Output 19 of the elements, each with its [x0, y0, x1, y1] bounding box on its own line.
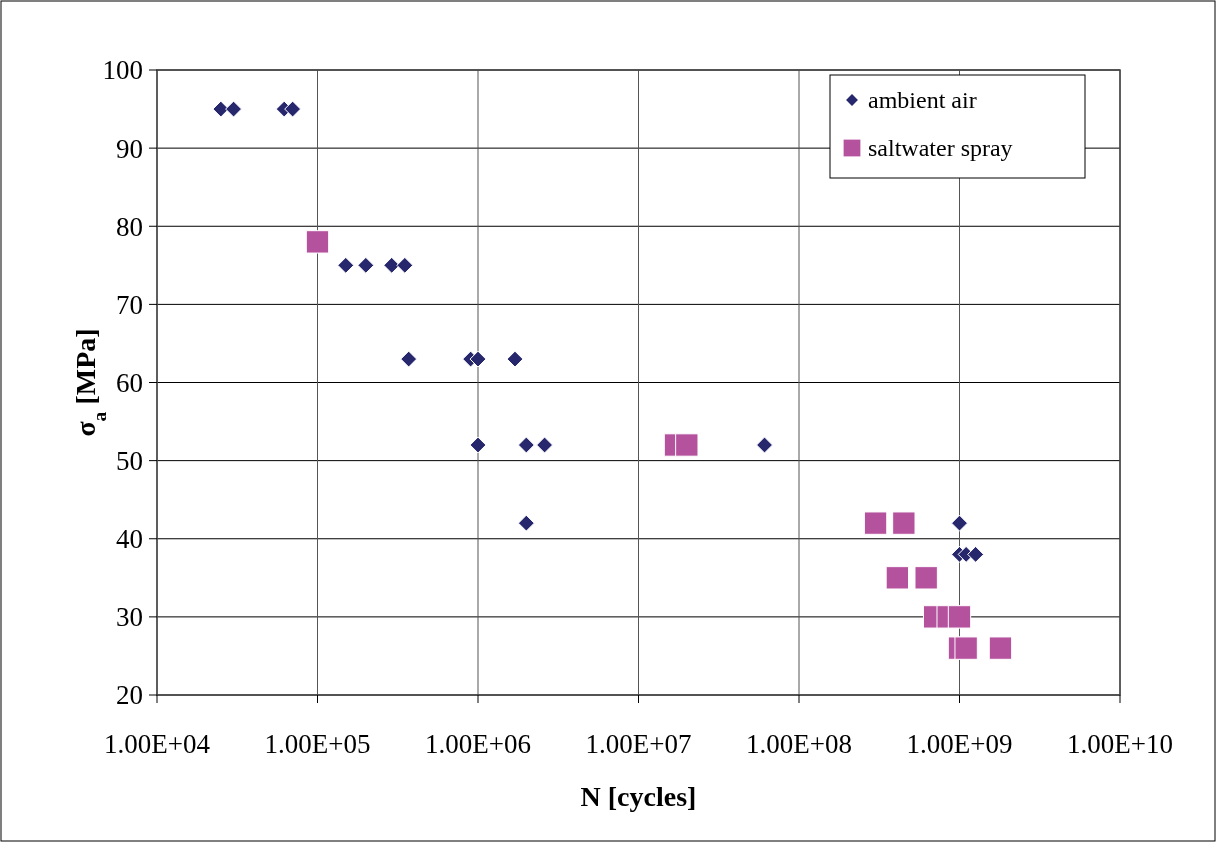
y-tick-label: 90 — [116, 133, 143, 164]
legend-label: saltwater spray — [868, 135, 1013, 162]
x-tick-label: 1.00E+06 — [425, 729, 531, 759]
legend-label: ambient air — [868, 87, 977, 114]
y-tick-label: 60 — [116, 367, 143, 398]
y-tick-label: 100 — [102, 55, 143, 86]
x-tick-label: 1.00E+08 — [746, 729, 852, 759]
x-tick-label: 1.00E+04 — [104, 729, 211, 759]
y-tick-label: 50 — [116, 446, 143, 477]
x-axis-title: N [cycles] — [580, 781, 697, 812]
x-tick-label: 1.00E+05 — [264, 729, 371, 759]
x-tick-label: 1.00E+07 — [585, 729, 692, 759]
x-tick-label: 1.00E+09 — [906, 729, 1013, 759]
y-tick-label: 70 — [116, 289, 143, 320]
y-tick-label: 30 — [116, 602, 143, 633]
y-tick-label: 80 — [116, 211, 143, 242]
y-tick-label: 20 — [116, 680, 143, 711]
x-tick-label: 1.00E+10 — [1067, 729, 1173, 759]
y-tick-label: 40 — [116, 524, 143, 555]
